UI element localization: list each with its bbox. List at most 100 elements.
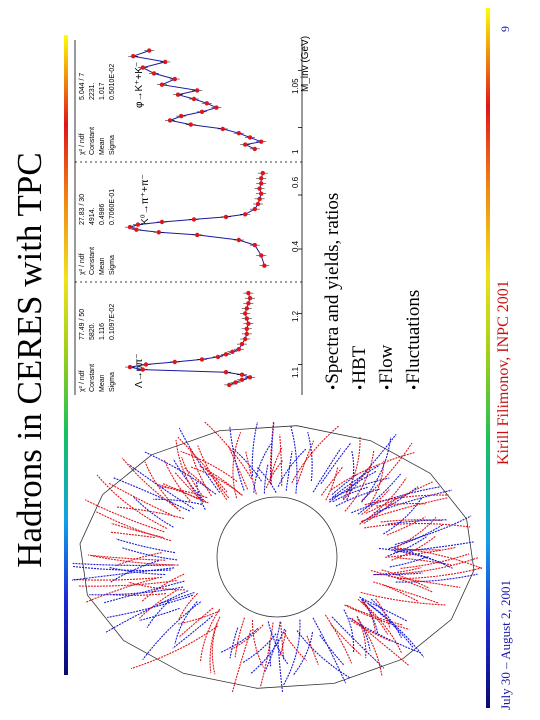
tpc-track <box>370 569 433 593</box>
tpc-track <box>285 451 293 491</box>
tpc-track <box>269 447 283 481</box>
data-point <box>236 237 242 243</box>
data-point <box>244 316 250 321</box>
data-point <box>246 321 251 326</box>
panel-label-phi: φ→K⁺+K⁻ <box>134 62 145 108</box>
data-point <box>175 92 181 97</box>
page-number: 9 <box>498 26 512 32</box>
data-point <box>227 382 232 388</box>
data-point <box>233 380 238 385</box>
fit-row-value: 0.7060E-01 <box>109 189 116 225</box>
fit-box-kaon: χ² / ndf 27.83 / 30 Constant 4914. Mean … <box>79 189 116 275</box>
tpc-track <box>296 630 351 679</box>
data-point <box>188 122 194 127</box>
data-point <box>247 375 253 380</box>
tpc-track <box>373 567 422 576</box>
tpc-track <box>256 467 277 493</box>
tpc-track <box>211 622 218 675</box>
tpc-track <box>121 457 179 510</box>
tpc-track <box>320 442 352 485</box>
tpc-track <box>178 427 221 493</box>
tpc-track <box>110 531 155 539</box>
data-point <box>259 176 264 181</box>
data-point <box>172 76 178 82</box>
data-point <box>239 341 245 347</box>
tpc-track <box>279 434 283 486</box>
tpc-track <box>381 569 430 589</box>
fit-row-value: 0.5010E-02 <box>109 64 116 100</box>
data-point <box>247 295 253 301</box>
tpc-track <box>87 554 179 566</box>
tpc-track <box>89 586 184 596</box>
tpc-track <box>229 627 239 659</box>
bullet-text: Fluctuations <box>403 289 424 384</box>
tpc-track <box>344 450 375 512</box>
tpc-track <box>92 554 166 561</box>
x-tick-label: 1.2 <box>291 310 300 322</box>
tpc-track <box>110 522 164 539</box>
tpc-track <box>359 477 407 525</box>
tpc-track <box>363 497 398 524</box>
data-point <box>259 181 264 186</box>
tpc-track <box>394 541 474 553</box>
data-point <box>243 336 248 342</box>
panel-label-lambda: Λ→pπ⁻ <box>134 354 145 388</box>
fit-row-label: Mean <box>99 257 106 275</box>
tpc-track <box>161 486 208 499</box>
data-point <box>223 352 229 357</box>
tpc-track <box>146 598 172 628</box>
tpc-track <box>228 446 249 490</box>
tpc-track <box>391 535 436 561</box>
tpc-track <box>364 494 449 506</box>
data-point <box>260 170 266 176</box>
tpc-track <box>283 619 301 686</box>
fit-row-label: Mean <box>99 374 106 392</box>
data-point <box>247 135 253 140</box>
tpc-track <box>230 624 264 651</box>
bullet-item: Fluctuations <box>401 193 428 390</box>
tpc-track <box>132 496 174 528</box>
data-point <box>243 142 248 147</box>
tpc-track <box>357 618 383 677</box>
fit-row-label: Constant <box>89 127 96 155</box>
tpc-track <box>141 573 185 602</box>
data-point <box>246 290 251 296</box>
fit-row-label: Sigma <box>109 372 116 392</box>
fit-row-label: Sigma <box>109 255 116 275</box>
data-point <box>243 212 248 217</box>
tpc-track <box>245 450 257 495</box>
data-point <box>195 232 200 238</box>
data-point <box>252 242 258 248</box>
fit-row-value: 0.4986 <box>99 203 106 225</box>
tpc-track <box>342 437 361 500</box>
data-point <box>257 196 262 202</box>
tpc-track <box>387 536 427 557</box>
fit-box-lambda: χ² / ndf 77.49 / 50 Constant 5820. Mean … <box>79 304 116 392</box>
tpc-track <box>103 580 185 604</box>
data-point <box>252 146 258 152</box>
fit-chi2-value: 27.83 / 30 <box>79 194 86 225</box>
tpc-track <box>128 463 195 510</box>
tpc-track <box>349 617 422 654</box>
fit-row-label: Constant <box>89 364 96 392</box>
tpc-track <box>73 576 162 581</box>
data-point <box>243 311 248 316</box>
tpc-track <box>306 635 319 665</box>
data-point <box>135 222 141 227</box>
tpc-track <box>360 591 446 606</box>
data-point <box>255 201 261 207</box>
tpc-track <box>249 628 286 675</box>
tpc-track <box>279 629 287 656</box>
panel-kaon: χ² / ndf 27.83 / 30 Constant 4914. Mean … <box>79 170 302 275</box>
data-point <box>195 88 200 93</box>
tpc-track <box>386 516 426 536</box>
tpc-track <box>153 498 203 505</box>
data-point <box>159 219 165 225</box>
tpc-track <box>229 425 245 491</box>
tpc-track <box>396 516 437 548</box>
tpc-track <box>361 442 413 502</box>
fit-row-value: 1.116 <box>99 323 106 340</box>
x-tick-label: 0.6 <box>291 176 300 188</box>
tpc-track <box>335 488 381 507</box>
